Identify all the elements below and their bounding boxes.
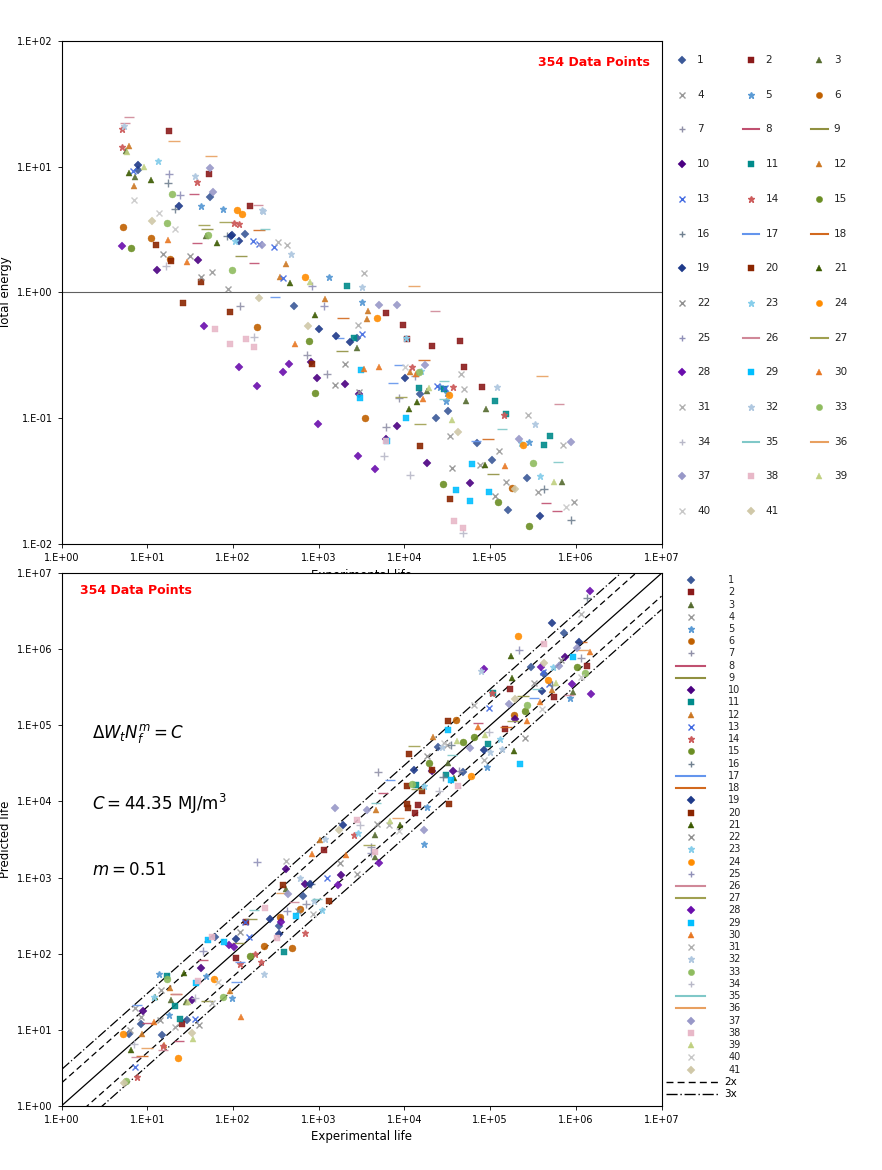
Text: 30: 30: [729, 930, 740, 940]
Text: 31: 31: [729, 942, 740, 952]
Text: 17: 17: [729, 771, 741, 780]
Text: 3: 3: [833, 55, 841, 66]
Text: 25: 25: [729, 869, 741, 879]
Text: 38: 38: [729, 1027, 740, 1038]
Text: $\Delta W_t N_f^m = C$: $\Delta W_t N_f^m = C$: [92, 722, 184, 745]
Text: 39: 39: [833, 472, 847, 481]
Text: 10: 10: [729, 686, 740, 695]
Text: 35: 35: [766, 436, 779, 447]
Text: 23: 23: [766, 298, 779, 308]
Text: 13: 13: [697, 194, 710, 204]
Text: 32: 32: [766, 402, 779, 412]
Text: 1: 1: [729, 574, 734, 585]
Text: 1: 1: [697, 55, 704, 66]
Text: 37: 37: [697, 472, 710, 481]
Text: 29: 29: [766, 367, 779, 377]
Text: 5: 5: [766, 90, 772, 99]
Text: 26: 26: [729, 881, 741, 892]
Text: 39: 39: [729, 1040, 740, 1049]
Text: 16: 16: [697, 228, 710, 239]
Text: 4: 4: [729, 612, 734, 621]
Text: 24: 24: [729, 856, 741, 867]
Text: 10: 10: [697, 159, 710, 170]
Text: 36: 36: [833, 436, 847, 447]
Text: 12: 12: [833, 159, 847, 170]
Text: $C = 44.35\ \mathrm{MJ/m^3}$: $C = 44.35\ \mathrm{MJ/m^3}$: [92, 792, 227, 815]
Text: 11: 11: [729, 697, 740, 708]
Text: $m = 0.51$: $m = 0.51$: [92, 861, 166, 879]
Text: 38: 38: [766, 472, 779, 481]
Text: 3x: 3x: [724, 1089, 736, 1099]
Text: 33: 33: [729, 966, 740, 977]
Text: 14: 14: [766, 194, 779, 204]
Text: 41: 41: [766, 507, 779, 516]
Text: 7: 7: [697, 124, 704, 135]
Text: 6: 6: [729, 636, 734, 646]
Text: 28: 28: [697, 367, 710, 377]
Text: 23: 23: [729, 845, 741, 854]
Y-axis label: Predicted life: Predicted life: [0, 800, 11, 879]
Text: 6: 6: [833, 90, 841, 99]
Text: 20: 20: [729, 807, 741, 818]
Text: 18: 18: [729, 783, 740, 793]
Text: 31: 31: [697, 402, 710, 412]
Text: 32: 32: [729, 955, 741, 964]
Text: 33: 33: [833, 402, 847, 412]
Text: 7: 7: [729, 648, 735, 659]
Text: 30: 30: [833, 367, 847, 377]
Text: 29: 29: [729, 917, 741, 928]
Text: 20: 20: [766, 263, 779, 274]
Text: 15: 15: [729, 746, 741, 756]
Text: 2: 2: [729, 587, 735, 597]
Text: 36: 36: [729, 1004, 740, 1013]
Text: 13: 13: [729, 722, 740, 732]
Text: 22: 22: [697, 298, 710, 308]
Text: 14: 14: [729, 734, 740, 744]
Text: 21: 21: [729, 820, 741, 830]
Text: 21: 21: [833, 263, 847, 274]
Text: 17: 17: [766, 228, 779, 239]
Text: 3: 3: [729, 599, 734, 610]
Text: 34: 34: [729, 979, 740, 989]
Text: 19: 19: [729, 796, 740, 805]
Text: 9: 9: [833, 124, 841, 135]
Text: 354 Data Points: 354 Data Points: [79, 584, 191, 597]
Text: 27: 27: [833, 332, 847, 343]
Text: 9: 9: [729, 673, 734, 683]
Text: 26: 26: [766, 332, 779, 343]
Text: 12: 12: [729, 710, 741, 720]
Text: 25: 25: [697, 332, 710, 343]
Text: 24: 24: [833, 298, 847, 308]
Text: 37: 37: [729, 1016, 741, 1026]
Y-axis label: Total energy: Total energy: [0, 256, 11, 329]
Text: 2: 2: [766, 55, 772, 66]
Text: 22: 22: [729, 832, 741, 842]
Text: 41: 41: [729, 1065, 740, 1074]
Text: 2x: 2x: [724, 1076, 736, 1087]
Text: 40: 40: [729, 1052, 740, 1062]
X-axis label: Experimental life: Experimental life: [311, 569, 412, 581]
Text: 19: 19: [697, 263, 710, 274]
Text: 8: 8: [766, 124, 772, 135]
Text: 40: 40: [697, 507, 710, 516]
Text: 11: 11: [766, 159, 779, 170]
Text: 354 Data Points: 354 Data Points: [538, 56, 649, 69]
Text: 34: 34: [697, 436, 710, 447]
Text: 28: 28: [729, 906, 741, 915]
Text: 18: 18: [833, 228, 847, 239]
Text: 27: 27: [729, 893, 741, 903]
X-axis label: Experimental life: Experimental life: [311, 1130, 412, 1143]
Text: 8: 8: [729, 661, 734, 670]
Text: 4: 4: [697, 90, 704, 99]
Text: 5: 5: [729, 624, 735, 634]
Text: 16: 16: [729, 758, 740, 769]
Text: 35: 35: [729, 991, 741, 1002]
Text: 15: 15: [833, 194, 847, 204]
